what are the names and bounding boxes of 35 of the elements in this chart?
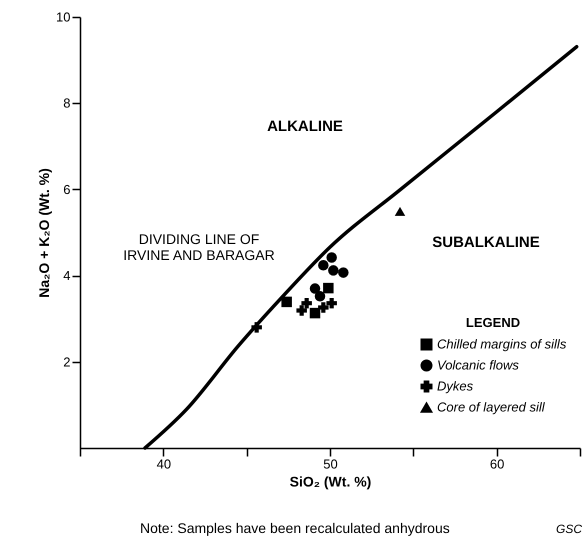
point	[296, 305, 307, 316]
text: GSC	[556, 522, 582, 536]
y-tick-label: 2	[63, 354, 70, 370]
point	[328, 265, 339, 276]
point	[318, 260, 329, 270]
x-tick-label: 50	[323, 456, 338, 472]
point	[314, 291, 326, 302]
y-tick-label: 4	[63, 268, 70, 284]
annotation: SUBALKALINE	[432, 234, 540, 251]
text: Note: Samples have been recalculated anhydrous	[140, 520, 450, 536]
x-tick-label: 60	[490, 456, 504, 472]
point	[310, 283, 320, 294]
legend-title: LEGEND	[466, 315, 520, 330]
point	[281, 296, 292, 308]
annotation: DIVIDING LINE OF IRVINE AND BARAGAR	[123, 231, 275, 263]
point	[301, 298, 312, 308]
point	[310, 308, 320, 318]
y-tick-label: 8	[63, 96, 70, 111]
point	[338, 267, 349, 278]
x-tick-label: 40	[156, 456, 172, 472]
y-axis-title: Na₂O + K₂O (Wt. %)	[36, 168, 52, 298]
point	[251, 322, 262, 333]
point	[323, 282, 334, 294]
legend-label: Chilled margins of sills	[437, 336, 567, 352]
legend-label: Dykes	[437, 378, 474, 394]
point	[326, 298, 337, 308]
annotation: ALKALINE	[267, 118, 343, 135]
x-axis-title: SiO₂ (Wt. %)	[290, 474, 372, 490]
point	[394, 206, 406, 216]
y-tick-label: 6	[63, 182, 70, 197]
point	[326, 252, 337, 263]
y-tick-label: 10	[56, 10, 70, 24]
point	[318, 302, 329, 313]
legend-label: Core of layered sill	[437, 400, 546, 414]
legend-label: Volcanic flows	[437, 358, 520, 372]
